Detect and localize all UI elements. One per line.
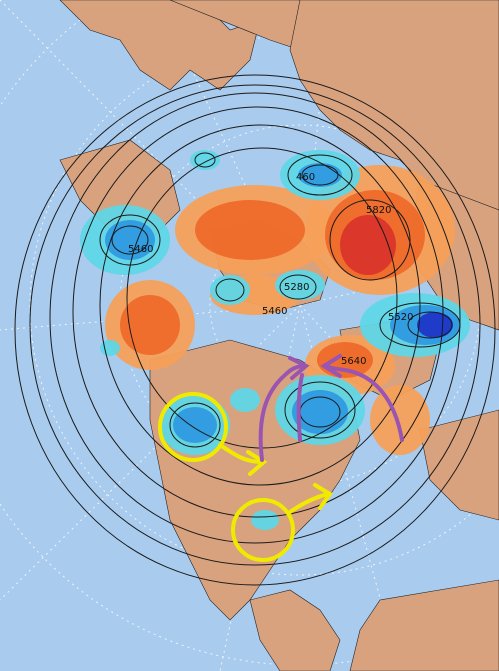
yellow-arrow-south-head [313,483,333,510]
yellow-circle-west [158,392,228,462]
purple-arrow-left [258,364,307,462]
contour-label-5820: 5820 [366,205,391,216]
contour-label-5640: 5640 [341,356,366,367]
contour-label-5280: 5280 [284,282,309,293]
purple-arrow-annotations [258,354,404,462]
contour-label-460: 460 [296,172,315,183]
yellow-arrow-annotations [218,443,333,514]
purple-arrow-right [324,364,404,442]
yellow-circle-south [231,498,295,562]
yellow-arrow-south [288,492,330,514]
purple-arrow-mid [296,373,304,442]
yellow-circle-annotations [158,392,295,562]
contour-labels: 5460 460 5820 5460 5640 5520 5280 [128,172,413,367]
contour-label-5460-center: 5460 [262,306,287,317]
purple-arrow-right-head [320,354,342,378]
contour-label-5460-west: 5460 [128,244,153,255]
yellow-arrow-west [218,443,264,464]
contour-label-5520: 5520 [388,312,413,323]
yellow-arrow-west-head [246,450,268,476]
warm-anomalies [105,165,455,455]
purple-arrow-left-head [288,356,310,380]
